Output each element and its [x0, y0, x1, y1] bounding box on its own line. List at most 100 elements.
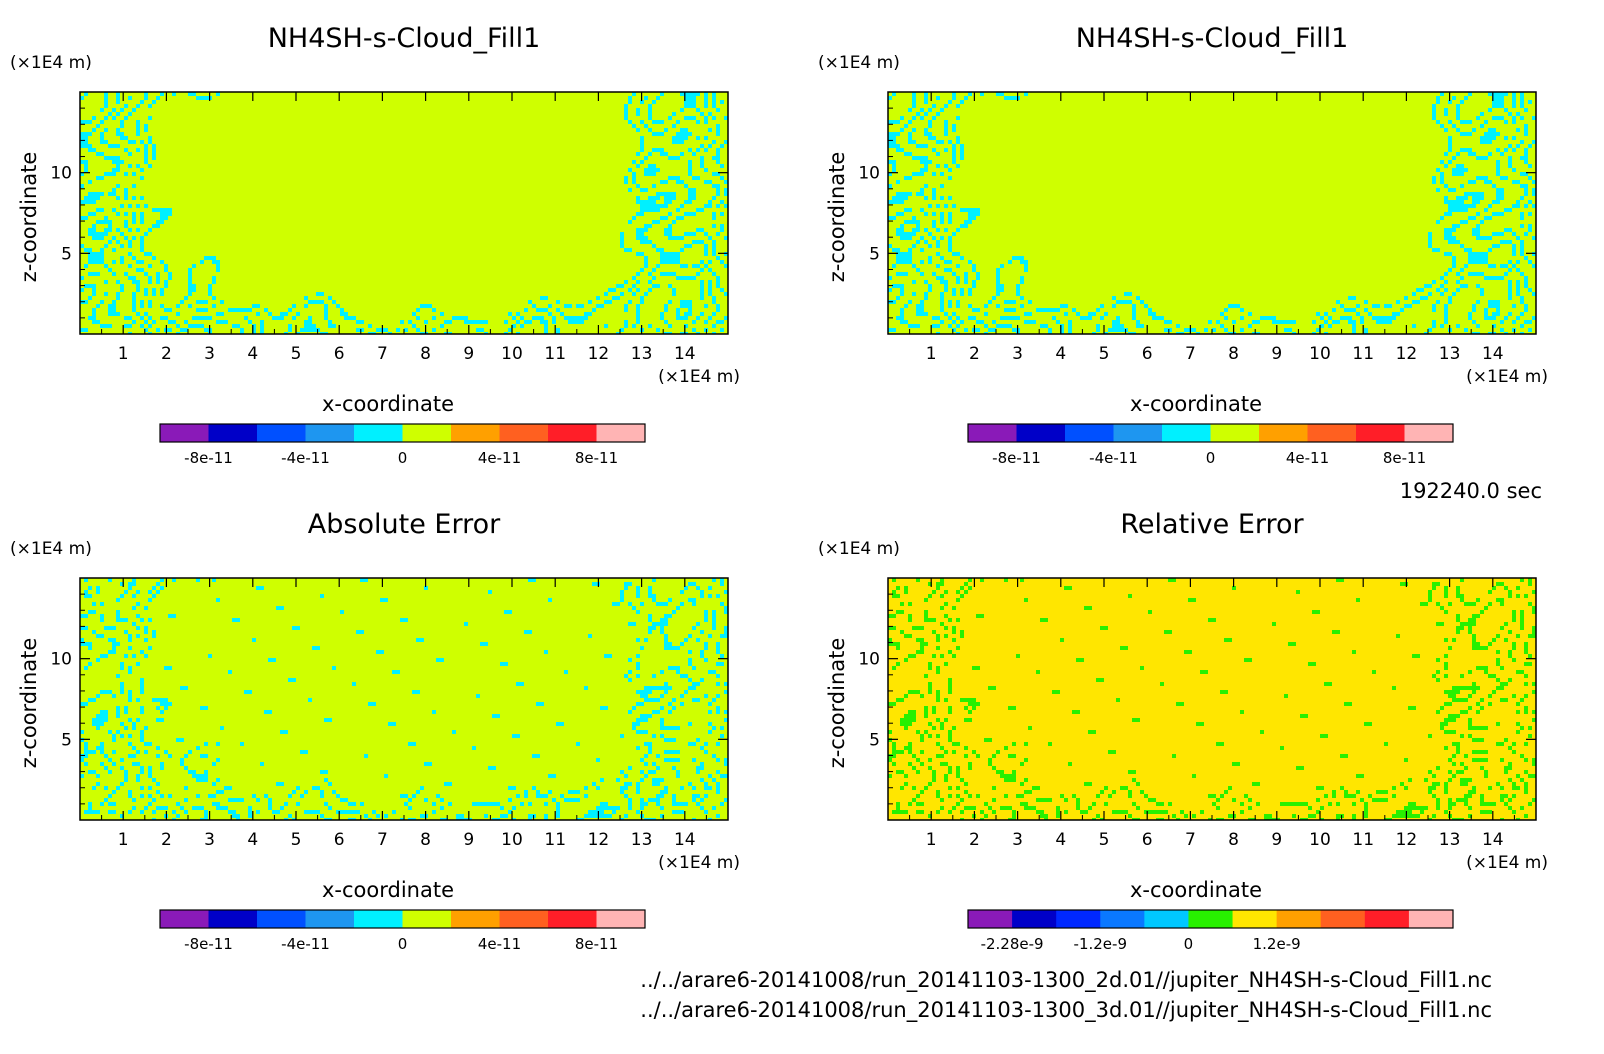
colorbar-tick-label: -1.2e-9: [1074, 935, 1127, 953]
panel-bottom-left: Absolute Error(×1E4 m)(×1E4 m)1 2 3 4 5 6 7 8 9 1…: [10, 509, 740, 953]
colorbar-tick-label: 8e-11: [575, 935, 618, 953]
colorbar-swatch: [1113, 424, 1163, 442]
y-tick-label: 10: [50, 164, 72, 184]
y-tick-label: 10: [858, 164, 880, 184]
x-tick-label: 4: [247, 830, 258, 850]
x-tick-label: 2: [161, 344, 172, 364]
x-tick-label: 12: [588, 830, 610, 850]
colorbar-swatch: [499, 910, 549, 928]
x-tick-label: 11: [1352, 344, 1374, 364]
x-tick-label: 4: [247, 344, 258, 364]
colorbar-tick-label: 4e-11: [478, 449, 521, 467]
colorbar-swatch: [596, 424, 646, 442]
x-axis-label: x-coordinate: [1130, 878, 1262, 902]
x-axis-label: x-coordinate: [322, 878, 454, 902]
x-axis-label: x-coordinate: [322, 392, 454, 416]
heatmap-field: [80, 578, 728, 820]
heatmap-bands: [80, 578, 728, 820]
heatmap-background: [80, 92, 728, 334]
x-tick-label: 10: [501, 830, 523, 850]
x-tick-label: 8: [420, 344, 431, 364]
x-tick-label: 9: [1271, 344, 1282, 364]
x-tick-label: 8: [1228, 344, 1239, 364]
y-tick-label: 5: [869, 244, 880, 264]
footer-file-path-1: ../../arare6-20141008/run_20141103-1300_…: [640, 968, 1492, 992]
y-axis-label: z-coordinate: [17, 152, 41, 283]
colorbar-swatch: [208, 424, 258, 442]
colorbar-swatch: [257, 910, 306, 928]
colorbar-frame: [967, 423, 1454, 443]
colorbar-swatch: [1056, 910, 1101, 928]
chart-title: Absolute Error: [308, 509, 501, 540]
colorbar-swatch: [160, 910, 209, 928]
colorbar-swatch: [1065, 424, 1114, 442]
y-unit-label: (×1E4 m): [818, 53, 900, 73]
x-tick-label: 11: [544, 830, 566, 850]
x-tick-label: 13: [1439, 830, 1461, 850]
x-tick-label: 9: [463, 830, 474, 850]
x-tick-label: 6: [1142, 830, 1153, 850]
colorbar-swatch: [451, 910, 500, 928]
x-tick-label: 8: [1228, 830, 1239, 850]
x-tick-label: 8: [420, 830, 431, 850]
y-unit-label: (×1E4 m): [10, 53, 92, 73]
colorbar-swatch: [968, 910, 1013, 928]
x-tick-label: 10: [501, 344, 523, 364]
colorbar-swatch: [354, 424, 403, 442]
x-tick-label: 2: [969, 344, 980, 364]
x-tick-label: 2: [161, 830, 172, 850]
x-tick-label: 9: [463, 344, 474, 364]
x-tick-label: 6: [334, 830, 345, 850]
chart-title: Relative Error: [1120, 509, 1304, 540]
x-tick-label: 5: [291, 830, 302, 850]
colorbar-swatch: [499, 424, 549, 442]
colorbar-swatch: [1364, 910, 1410, 928]
colorbar-tick-label: 4e-11: [478, 935, 521, 953]
colorbar-swatch: [160, 424, 209, 442]
colorbar-tick-label: 0: [398, 935, 408, 953]
colorbar-swatch: [305, 424, 355, 442]
colorbar-swatch: [1232, 910, 1278, 928]
x-tick-label: 13: [631, 830, 653, 850]
colorbar-frame: [967, 909, 1454, 929]
heatmap-field: [888, 92, 1536, 334]
colorbar-swatch: [1259, 424, 1308, 442]
x-tick-label: 4: [1055, 344, 1066, 364]
time-label: 192240.0 sec: [1400, 479, 1542, 503]
x-tick-label: 6: [1142, 344, 1153, 364]
x-tick-label: 7: [377, 344, 388, 364]
y-tick-label: 10: [50, 650, 72, 670]
colorbar-swatch: [548, 910, 597, 928]
colorbar-swatch: [1162, 424, 1211, 442]
colorbar-swatch: [402, 424, 452, 442]
colorbar-tick-label: 8e-11: [1383, 449, 1426, 467]
x-tick-label: 14: [674, 830, 696, 850]
heatmap-bands: [888, 578, 1536, 820]
colorbar-tick-label: 1.2e-9: [1253, 935, 1301, 953]
x-axis-label: x-coordinate: [1130, 392, 1262, 416]
x-tick-label: 7: [1185, 344, 1196, 364]
colorbar-frame: [159, 909, 646, 929]
colorbar-swatch: [968, 424, 1017, 442]
colorbar-tick-label: -4e-11: [281, 449, 330, 467]
y-tick-label: 5: [869, 730, 880, 750]
y-unit-label: (×1E4 m): [10, 539, 92, 559]
x-tick-label: 7: [1185, 830, 1196, 850]
colorbar-swatch: [257, 424, 306, 442]
x-tick-label: 6: [334, 344, 345, 364]
colorbar-tick-label: -8e-11: [184, 449, 233, 467]
x-tick-label: 1: [118, 344, 129, 364]
colorbar-tick-label: 0: [1206, 449, 1216, 467]
colorbar-tick-label: 8e-11: [575, 449, 618, 467]
colorbar-swatch: [1016, 424, 1066, 442]
x-tick-label: 13: [1439, 344, 1461, 364]
x-tick-label: 5: [291, 344, 302, 364]
panel-top-right: NH4SH-s-Cloud_Fill1(×1E4 m)(×1E4 m)1 2 3 4 5…: [818, 23, 1548, 467]
x-tick-label: 1: [926, 344, 937, 364]
colorbar-swatch: [1012, 910, 1057, 928]
x-tick-label: 3: [1012, 830, 1023, 850]
footer-file-path-2: ../../arare6-20141008/run_20141103-1300_…: [640, 998, 1492, 1022]
x-tick-label: 4: [1055, 830, 1066, 850]
colorbar-frame: [159, 423, 646, 443]
